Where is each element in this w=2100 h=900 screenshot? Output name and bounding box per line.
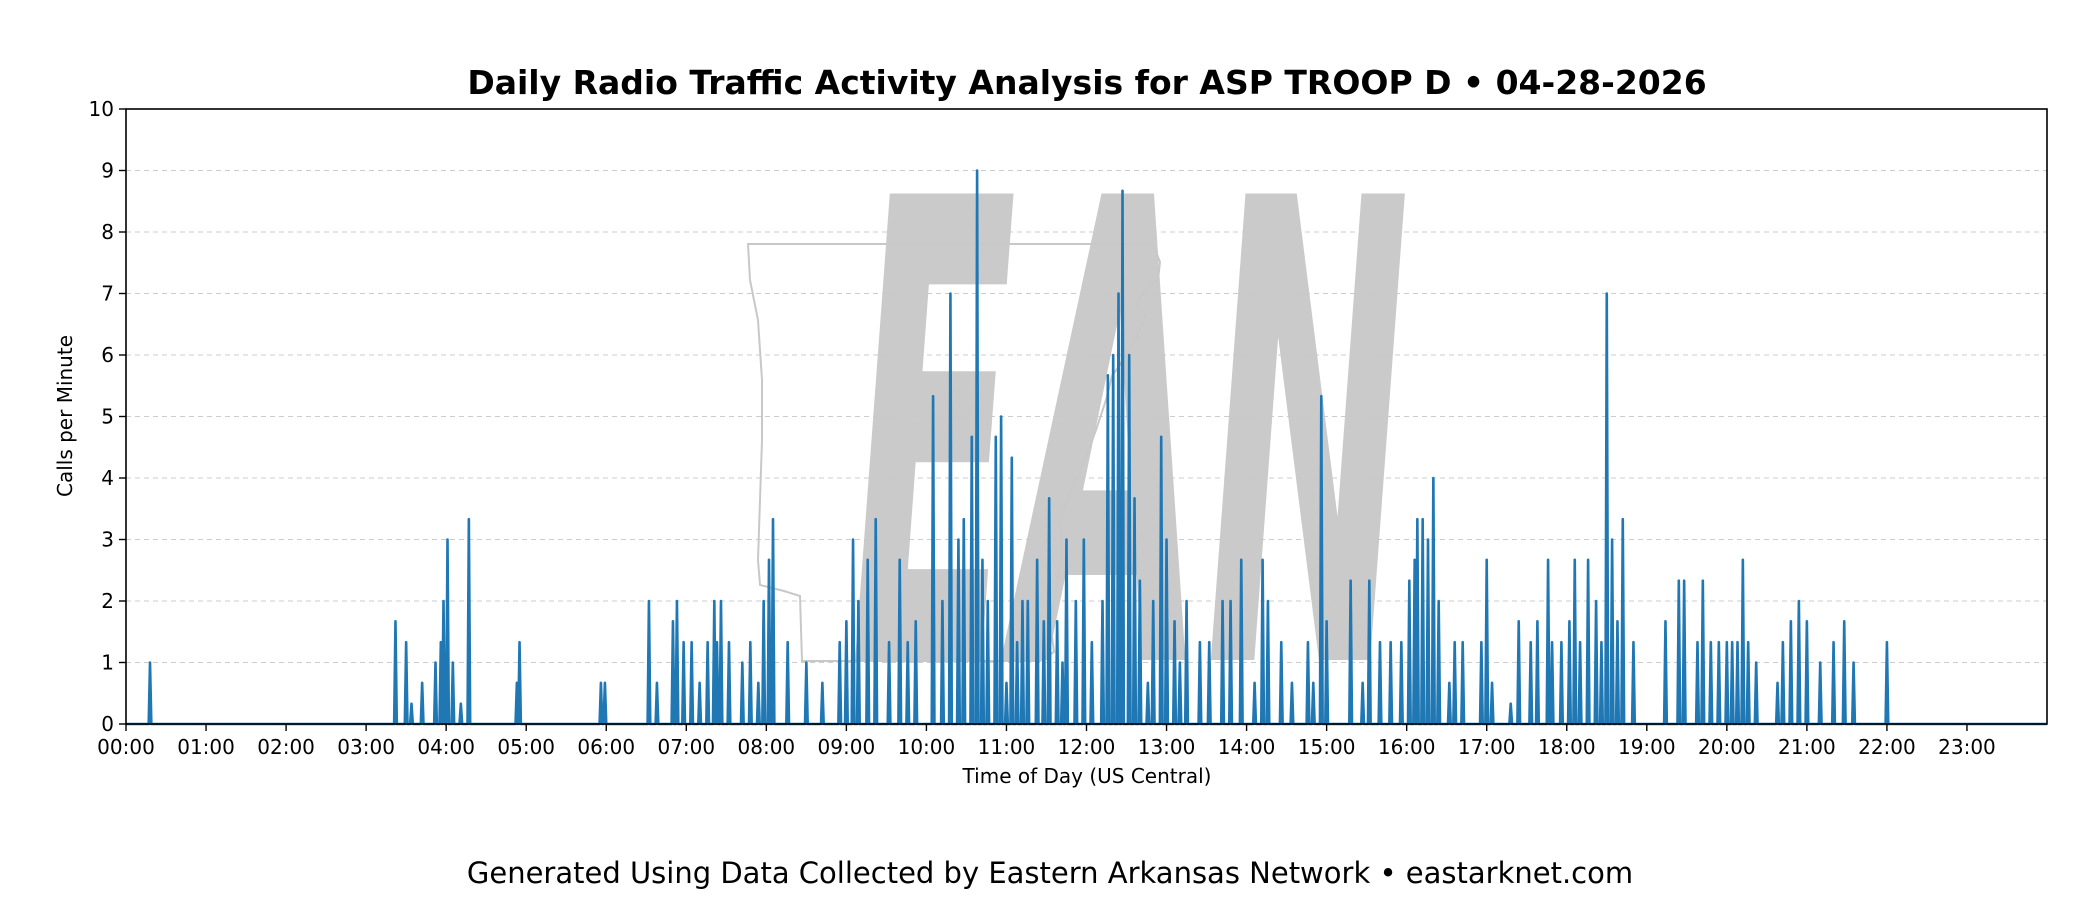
y-tick-label: 8: [101, 220, 114, 244]
x-tick-label: 15:00: [1298, 735, 1356, 759]
x-tick-label: 22:00: [1858, 735, 1916, 759]
x-tick-label: 20:00: [1698, 735, 1756, 759]
x-tick-label: 09:00: [818, 735, 876, 759]
x-tick-label: 18:00: [1538, 735, 1596, 759]
x-tick-label: 05:00: [497, 735, 555, 759]
x-tick-label: 19:00: [1618, 735, 1676, 759]
y-tick-label: 9: [101, 159, 114, 183]
x-tick-label: 08:00: [738, 735, 796, 759]
x-tick-label: 21:00: [1778, 735, 1836, 759]
x-tick-label: 04:00: [417, 735, 475, 759]
x-tick-label: 14:00: [1218, 735, 1276, 759]
chart-title: Daily Radio Traffic Activity Analysis fo…: [467, 63, 1706, 102]
y-axis-ticks: 0 1 2 3 4 5 6 7 8 9 10: [89, 97, 126, 736]
y-axis-label: Calls per Minute: [53, 335, 77, 497]
y-tick-label: 7: [101, 282, 114, 306]
y-tick-label: 5: [101, 405, 114, 429]
y-tick-label: 2: [101, 589, 114, 613]
x-tick-label: 06:00: [577, 735, 635, 759]
y-tick-label: 1: [101, 651, 114, 675]
x-tick-label: 00:00: [97, 735, 155, 759]
x-tick-label: 12:00: [1058, 735, 1116, 759]
x-tick-label: 10:00: [898, 735, 956, 759]
y-tick-label: 0: [101, 712, 114, 736]
x-tick-label: 03:00: [337, 735, 395, 759]
x-tick-label: 17:00: [1458, 735, 1516, 759]
x-tick-label: 01:00: [177, 735, 235, 759]
state-outline-watermark: [746, 243, 1162, 662]
x-tick-label: 23:00: [1938, 735, 1996, 759]
y-tick-label: 3: [101, 528, 114, 552]
x-axis-ticks: 00:00 01:00 02:00 03:00 04:00 05:00 06:00 07:00…: [97, 724, 1996, 759]
y-tick-label: 4: [101, 466, 114, 490]
x-tick-label: 07:00: [657, 735, 715, 759]
x-tick-label: 11:00: [978, 735, 1036, 759]
y-tick-label: 10: [89, 97, 114, 121]
x-tick-label: 02:00: [257, 735, 315, 759]
x-tick-label: 13:00: [1138, 735, 1196, 759]
x-tick-label: 16:00: [1378, 735, 1436, 759]
x-axis-label: Time of Day (US Central): [962, 764, 1212, 788]
y-tick-label: 6: [101, 343, 114, 367]
footer-credit: Generated Using Data Collected by Easter…: [466, 856, 1634, 890]
